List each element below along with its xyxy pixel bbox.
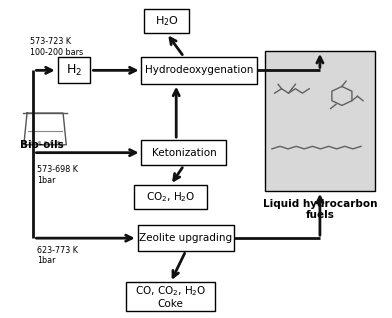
Text: CO, CO$_2$, H$_2$O
Coke: CO, CO$_2$, H$_2$O Coke	[135, 284, 206, 309]
Text: H$_2$O: H$_2$O	[155, 14, 178, 28]
Text: 623-773 K
1bar: 623-773 K 1bar	[37, 246, 78, 266]
FancyBboxPatch shape	[142, 140, 226, 165]
Text: Hydrodeoxygenation: Hydrodeoxygenation	[145, 65, 254, 75]
FancyBboxPatch shape	[126, 282, 215, 311]
Text: 573-698 K
1bar: 573-698 K 1bar	[37, 165, 78, 185]
Text: Zeolite upgrading: Zeolite upgrading	[139, 233, 232, 243]
FancyBboxPatch shape	[144, 10, 189, 33]
Text: Liquid hydrocarbon
fuels: Liquid hydrocarbon fuels	[263, 198, 377, 220]
Text: 573-723 K
100-200 bars: 573-723 K 100-200 bars	[30, 37, 83, 57]
Text: CO$_2$, H$_2$O: CO$_2$, H$_2$O	[146, 190, 195, 204]
Text: Ketonization: Ketonization	[152, 148, 216, 158]
FancyBboxPatch shape	[138, 225, 234, 251]
FancyBboxPatch shape	[265, 51, 375, 191]
FancyBboxPatch shape	[58, 57, 91, 83]
Text: Bio-oils: Bio-oils	[20, 140, 64, 150]
FancyBboxPatch shape	[142, 57, 257, 84]
FancyBboxPatch shape	[134, 185, 207, 209]
Text: H$_2$: H$_2$	[66, 63, 82, 78]
